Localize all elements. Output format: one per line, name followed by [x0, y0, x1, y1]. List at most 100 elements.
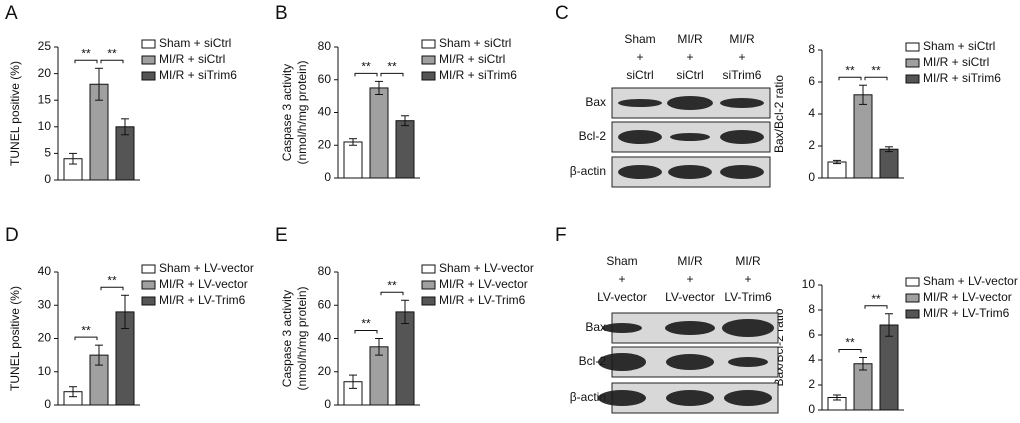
legend-label: MI/R + LV-vector [439, 277, 528, 291]
bar [853, 94, 873, 179]
significance-label: ** [81, 46, 91, 60]
y-tick-label: 80 [318, 264, 332, 278]
y-tick-label: 30 [38, 297, 52, 311]
legend-swatch [141, 39, 156, 49]
legend-label: MI/R + siTrim6 [923, 71, 1001, 85]
bar [369, 87, 389, 179]
y-tick-label: 6 [808, 74, 815, 88]
legend-label: MI/R + LV-Trim6 [923, 306, 1010, 320]
y-axis-label: TUNEL positive (%) [8, 286, 22, 391]
legend-label: MI/R + siCtrl [159, 52, 225, 66]
lane-label: siCtrl [676, 68, 703, 82]
bar [395, 120, 415, 179]
blot-band [724, 390, 772, 406]
significance-label: ** [361, 60, 371, 74]
lane-label: Sham [624, 32, 655, 46]
y-tick-label: 10 [38, 119, 52, 133]
significance-bracket [74, 59, 98, 64]
y-axis-label: Caspase 3 activity(nmol/h/mg protein) [280, 60, 309, 164]
legend-swatch [141, 280, 156, 290]
legend-swatch [141, 55, 156, 65]
bar [879, 324, 899, 411]
legend-swatch [905, 277, 920, 287]
lane-label: LV-vector [665, 290, 715, 304]
legend-label: Sham + siCtrl [439, 36, 511, 50]
y-tick-label: 60 [318, 297, 332, 311]
blot-band [665, 321, 715, 335]
y-tick-label: 20 [38, 66, 52, 80]
bar [827, 161, 847, 179]
legend-swatch [905, 74, 920, 84]
legend-swatch [141, 264, 156, 274]
y-tick-label: 15 [38, 92, 52, 106]
y-tick-label: 0 [808, 402, 815, 416]
legend-label: MI/R + LV-vector [923, 290, 1012, 304]
legend-label: Sham + siCtrl [159, 36, 231, 50]
significance-bracket [100, 59, 124, 64]
blot-band [668, 165, 712, 179]
blot-band [720, 130, 764, 144]
legend-swatch [421, 280, 436, 290]
legend-label: Sham + LV-vector [923, 274, 1018, 288]
blot-band [618, 130, 662, 144]
blot-band [666, 354, 714, 370]
significance-label: ** [107, 46, 117, 60]
lane-label: + [686, 272, 693, 286]
y-tick-label: 0 [44, 397, 51, 411]
legend-label: MI/R + siCtrl [923, 55, 989, 69]
y-axis-label: Caspase 3 activity(nmol/h/mg protein) [280, 286, 309, 390]
blot-band [598, 390, 646, 406]
legend-label: Sham + LV-vector [159, 261, 254, 275]
blot-band [667, 96, 713, 110]
row-label: Bax [585, 320, 606, 334]
y-tick-label: 2 [808, 138, 815, 152]
legend-label: MI/R + siCtrl [439, 52, 505, 66]
significance-bracket [838, 76, 862, 81]
y-tick-label: 0 [324, 397, 331, 411]
y-axis-label: Bax/Bcl-2 ratio [772, 75, 786, 153]
y-tick-label: 4 [808, 106, 815, 120]
legend-swatch [421, 296, 436, 306]
y-axis-label-line: (nmol/h/mg protein) [295, 60, 309, 164]
bar [395, 311, 415, 406]
y-axis-label-line: Caspase 3 activity [280, 64, 294, 161]
y-tick-label: 0 [324, 170, 331, 184]
significance-bracket [864, 305, 888, 309]
significance-bracket [838, 349, 862, 353]
legend-label: MI/R + siTrim6 [159, 68, 237, 82]
significance-label: ** [107, 273, 117, 287]
significance-bracket [380, 291, 404, 296]
blot-band [670, 133, 710, 141]
y-tick-label: 80 [318, 39, 332, 53]
legend-swatch [421, 55, 436, 65]
panel-letter: A [5, 3, 18, 24]
blot-band [728, 357, 768, 367]
y-tick-label: 20 [38, 331, 52, 345]
blot-band [618, 99, 662, 107]
panel-letter: D [5, 225, 19, 246]
significance-label: ** [81, 323, 91, 337]
y-tick-label: 60 [318, 72, 332, 86]
legend-label: MI/R + LV-Trim6 [159, 293, 246, 307]
lane-label: MI/R [729, 32, 755, 46]
y-tick-label: 4 [808, 352, 815, 366]
lane-label: MI/R [677, 32, 703, 46]
lane-label: siTrim6 [723, 68, 762, 82]
significance-label: ** [871, 292, 881, 306]
significance-bracket [74, 336, 98, 341]
significance-label: ** [871, 63, 881, 77]
significance-label: ** [845, 336, 855, 350]
y-tick-label: 5 [44, 146, 51, 160]
bar [343, 141, 363, 179]
lane-label: siCtrl [626, 68, 653, 82]
y-tick-label: 10 [802, 277, 816, 291]
bar [879, 148, 899, 179]
panel-letter: C [555, 3, 569, 24]
panel-letter: E [275, 225, 288, 246]
y-tick-label: 8 [808, 42, 815, 56]
y-tick-label: 40 [318, 105, 332, 119]
y-tick-label: 2 [808, 377, 815, 391]
row-label: Bax [585, 95, 606, 109]
legend-swatch [905, 58, 920, 68]
blot-band [722, 319, 774, 337]
